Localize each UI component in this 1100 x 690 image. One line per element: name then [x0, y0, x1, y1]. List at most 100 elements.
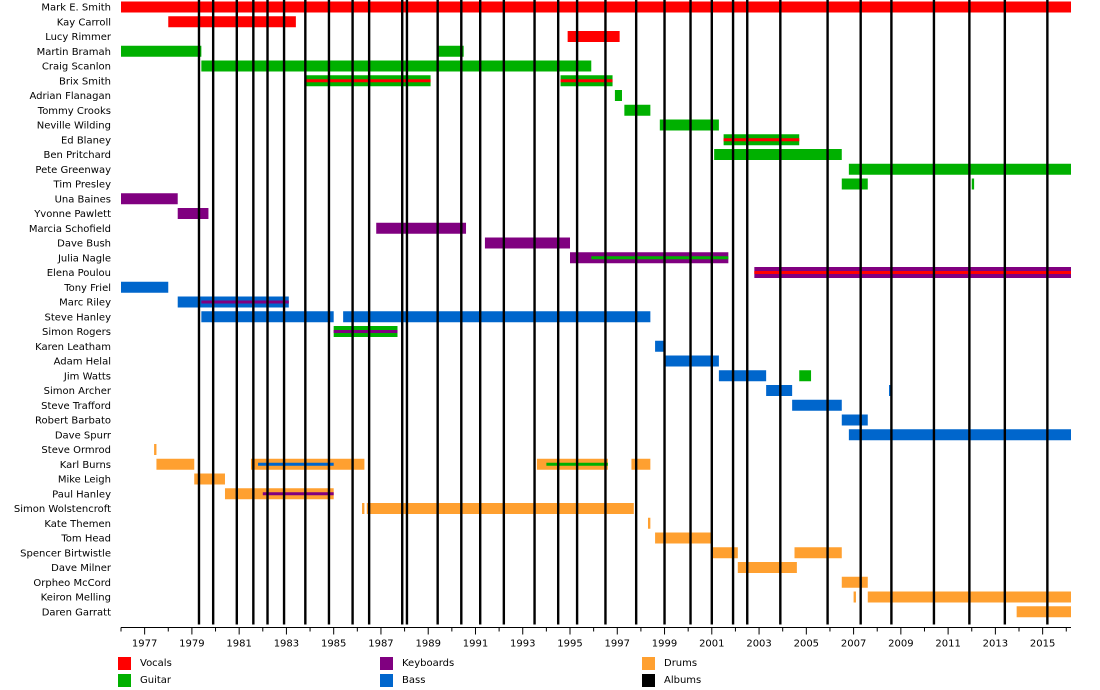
x-tick-label-2013: 2013 [983, 639, 1008, 650]
legend: Vocals Guitar Keyboards Bass Drums Albums [0, 655, 1100, 690]
legend-swatch-vocals [118, 656, 131, 670]
bar-spencer-birtwistle-drums-2 [794, 547, 842, 559]
bar-simon-rogers-keyboards-stripe-1 [333, 330, 398, 333]
member-label-craig-scanlon: Craig Scanlon [42, 62, 111, 73]
member-label-pete-greenway: Pete Greenway [35, 165, 111, 176]
bar-dave-bush-keyboards-1 [484, 237, 571, 249]
member-labels: Mark E. Smith Kay Carroll Lucy Rimmer Marti… [14, 3, 112, 619]
bar-simon-wolstencroft-drums-1 [362, 503, 365, 514]
x-tick-label-1989: 1989 [415, 639, 440, 650]
legend-swatch-keyboards [380, 656, 393, 670]
member-label-steve-trafford: Steve Trafford [41, 401, 111, 412]
album-lines [197, 0, 1049, 625]
member-label-elena-poulou: Elena Poulou [47, 268, 111, 279]
x-tick-label-1977: 1977 [132, 639, 157, 650]
x-axis: 1977 1979 1981 1983 1985 1987 1989 1991 1993 1995… [120, 627, 1071, 650]
bar-karl-burns-drums-1 [156, 458, 195, 470]
x-tick-label-2011: 2011 [935, 639, 960, 650]
member-label-karl-burns: Karl Burns [60, 460, 111, 471]
bar-steve-trafford-bass-1 [792, 399, 842, 411]
bar-dave-spurr-bass-1 [848, 429, 1071, 441]
bar-una-baines-keyboards-1 [121, 193, 178, 205]
x-tick-label-1999: 1999 [652, 639, 677, 650]
bar-orpheo-mccord-drums-1 [841, 576, 868, 588]
member-label-orpheo-mccord: Orpheo McCord [33, 578, 111, 589]
member-label-dave-spurr: Dave Spurr [55, 430, 112, 441]
bar-lucy-rimmer-vocals-1 [567, 31, 620, 42]
bar-kay-carroll-vocals-1 [168, 16, 296, 28]
member-label-tommy-crooks: Tommy Crooks [37, 106, 111, 117]
member-label-yvonne-pawlett: Yvonne Pawlett [33, 209, 111, 220]
member-label-simon-wolstencroft: Simon Wolstencroft [14, 504, 111, 515]
member-label-dave-bush: Dave Bush [57, 239, 111, 250]
bar-yvonne-pawlett-keyboards-1 [177, 208, 209, 219]
member-label-simon-archer: Simon Archer [44, 386, 112, 397]
x-tick-label-1983: 1983 [274, 639, 299, 650]
legend-label-albums: Albums [664, 674, 702, 686]
x-tick-label-2005: 2005 [794, 639, 819, 650]
bar-kate-themen-drums-1 [647, 517, 651, 529]
bar-jim-watts-bass-1 [718, 370, 767, 382]
member-label-marc-riley: Marc Riley [59, 298, 111, 309]
x-tick-label-1991: 1991 [463, 639, 488, 650]
legend-label-bass: Bass [402, 674, 426, 686]
bar-mike-leigh-drums-1 [194, 473, 225, 485]
member-label-simon-rogers: Simon Rogers [42, 327, 111, 338]
bar-julia-nagle-guitar-stripe-1 [591, 256, 729, 260]
member-label-neville-wilding: Neville Wilding [37, 121, 111, 132]
bar-brix-smith-vocals-stripe-2 [560, 79, 613, 83]
bar-ben-pritchard-guitar-1 [714, 149, 842, 160]
member-label-tim-presley: Tim Presley [53, 180, 112, 191]
legend-item-keyboards: Keyboards [380, 655, 454, 671]
x-tick-label-1993: 1993 [510, 639, 535, 650]
bar-tom-head-drums-1 [655, 532, 712, 544]
legend-label-keyboards: Keyboards [402, 657, 455, 669]
member-label-kay-carroll: Kay Carroll [57, 17, 111, 28]
bar-karl-burns-bass-stripe-2 [258, 462, 334, 466]
x-tick-label-1987: 1987 [368, 639, 393, 650]
member-label-tom-head: Tom Head [60, 534, 111, 545]
bar-tim-presley-guitar-2 [971, 178, 975, 190]
member-label-karen-leatham: Karen Leatham [35, 342, 111, 353]
bar-steve-ormrod-drums-1 [154, 444, 157, 455]
bar-martin-bramah-guitar-1 [121, 45, 202, 57]
legend-item-bass: Bass [380, 672, 425, 688]
bar-marcia-schofield-keyboards-1 [376, 222, 467, 234]
bar-craig-scanlon-guitar-1 [201, 60, 592, 72]
member-label-lucy-rimmer: Lucy Rimmer [45, 32, 112, 43]
bar-martin-bramah-guitar-2 [437, 45, 464, 57]
legend-label-vocals: Vocals [140, 657, 172, 669]
legend-item-vocals: Vocals [118, 655, 172, 671]
member-label-paul-hanley: Paul Hanley [52, 489, 111, 500]
bar-paul-hanley-keyboards-stripe-1 [262, 492, 334, 496]
member-label-jim-watts: Jim Watts [63, 371, 111, 382]
bar-ed-blaney-vocals-stripe-1 [723, 138, 800, 142]
bar-jim-watts-guitar-2 [799, 370, 812, 382]
x-tick-label-2003: 2003 [746, 639, 771, 650]
legend-label-drums: Drums [664, 657, 698, 669]
legend-swatch-drums [642, 656, 655, 670]
x-tick-label-2007: 2007 [841, 639, 866, 650]
bar-simon-wolstencroft-drums-2 [366, 503, 634, 514]
member-label-keiron-melling: Keiron Melling [41, 593, 111, 604]
x-tick-label-2015: 2015 [1030, 639, 1055, 650]
legend-swatch-albums [642, 673, 655, 687]
member-label-ben-pritchard: Ben Pritchard [44, 150, 111, 161]
bar-steve-hanley-bass-2 [343, 311, 651, 323]
legend-item-albums: Albums [642, 672, 701, 688]
member-bars [121, 1, 1071, 618]
member-label-brix-smith: Brix Smith [59, 76, 111, 87]
member-label-ed-blaney: Ed Blaney [61, 135, 111, 146]
member-label-robert-barbato: Robert Barbato [35, 416, 111, 427]
member-label-tony-friel: Tony Friel [63, 283, 111, 294]
bar-tony-friel-bass-1 [121, 281, 169, 293]
x-tick-label-2001: 2001 [699, 639, 724, 650]
bar-spencer-birtwistle-drums-1 [711, 547, 738, 559]
member-label-spencer-birtwistle: Spencer Birtwistle [20, 548, 111, 559]
member-label-martin-bramah: Martin Bramah [37, 47, 111, 58]
legend-swatch-guitar [118, 673, 131, 687]
member-label-adrian-flanagan: Adrian Flanagan [30, 91, 111, 102]
x-tick-label-1981: 1981 [226, 639, 251, 650]
bar-elena-poulou-vocals-stripe-1 [754, 271, 1071, 274]
